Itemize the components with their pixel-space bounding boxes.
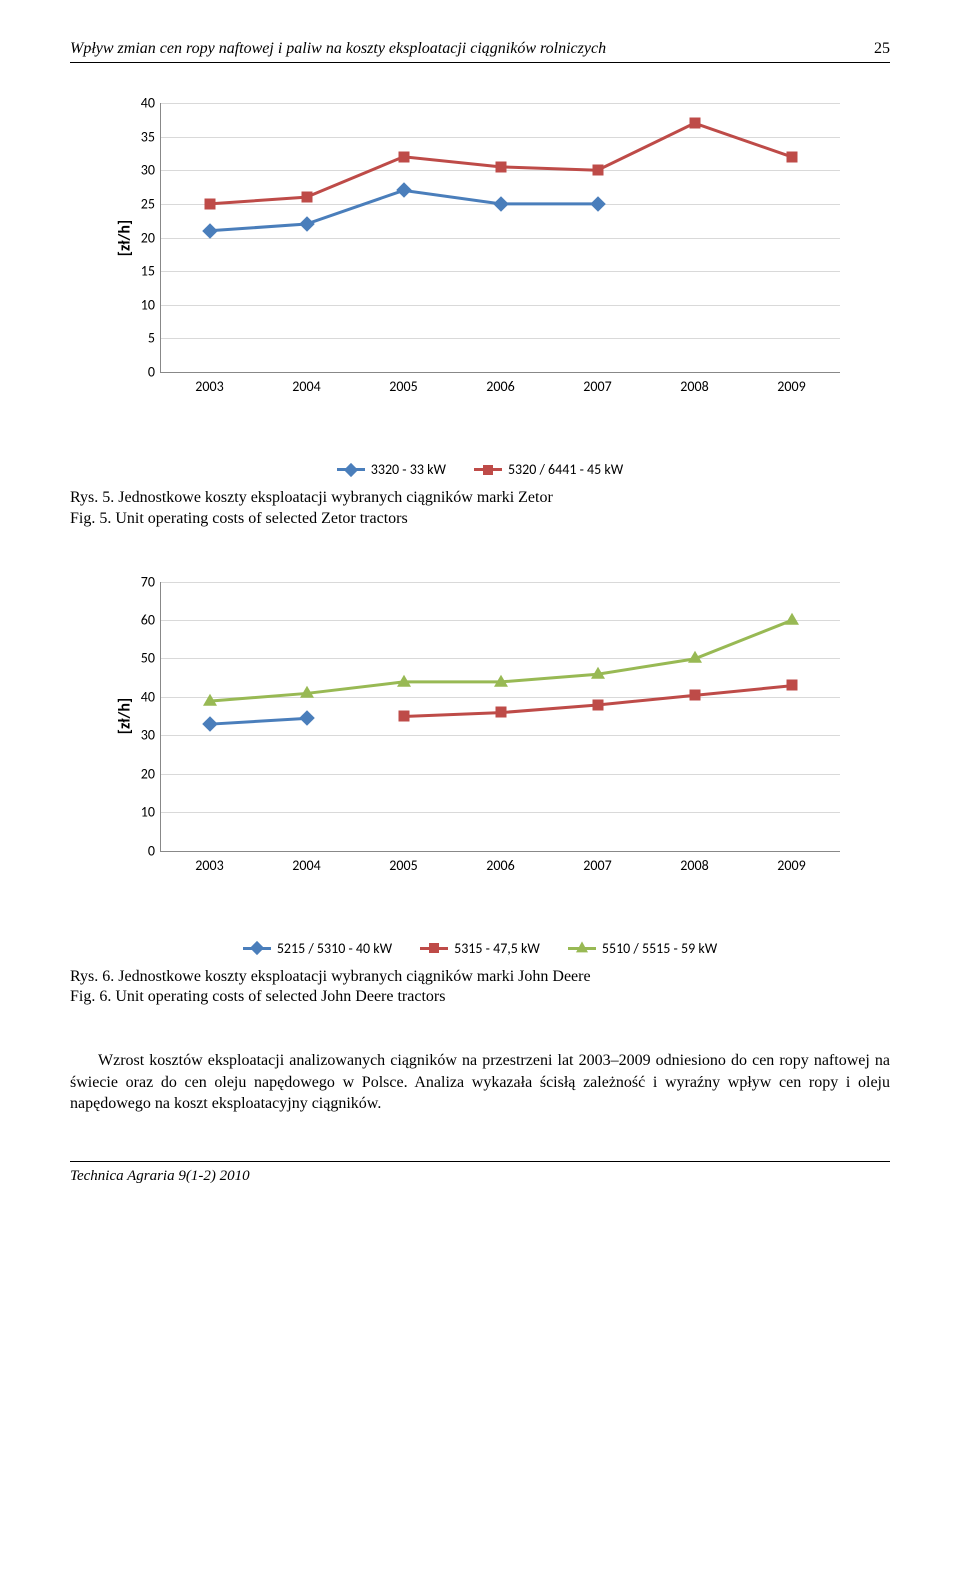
chart2-marker [689, 689, 700, 700]
chart2-marker [398, 711, 409, 722]
chart2-marker [786, 680, 797, 691]
chart2-legend-item: 5215 / 5310 - 40 kW [243, 940, 392, 957]
chart2-ytick: 30 [141, 727, 161, 744]
chart1-xtick: 2003 [195, 372, 223, 395]
chart2-ytick: 70 [141, 573, 161, 590]
footer-rule [70, 1161, 890, 1162]
chart2-xtick: 2004 [292, 851, 320, 874]
running-header: Wpływ zmian cen ropy naftowej i paliw na… [70, 40, 890, 58]
chart2-legend-label: 5215 / 5310 - 40 kW [277, 940, 392, 957]
chart2-ytick: 0 [148, 842, 161, 859]
chart2-marker [203, 694, 217, 706]
chart2-marker [495, 707, 506, 718]
chart-zetor: [zł/h] 0 5 10 15 20 25 30 35 40 2003 2004 2005 2006 2… [100, 93, 860, 478]
chart1-ytick: 5 [148, 330, 161, 347]
chart1-legend-label: 5320 / 6441 - 45 kW [508, 461, 623, 478]
chart2-xtick: 2007 [583, 851, 611, 874]
chart1-ytick: 15 [141, 263, 161, 280]
chart1-xtick: 2005 [389, 372, 417, 395]
caption2-line2: Fig. 6. Unit operating costs of selected… [70, 987, 890, 1008]
chart2-legend-label: 5315 - 47,5 kW [454, 940, 540, 957]
page-number: 25 [874, 40, 890, 58]
chart2-xtick: 2003 [195, 851, 223, 874]
chart1-ytick: 35 [141, 128, 161, 145]
caption1-line2: Fig. 5. Unit operating costs of selected… [70, 509, 890, 530]
chart2-xtick: 2005 [389, 851, 417, 874]
chart2-marker [494, 674, 508, 686]
body-paragraph: Wzrost kosztów eksploatacji analizowanyc… [70, 1050, 890, 1115]
chart2-ytick: 60 [141, 612, 161, 629]
chart2-ytick: 20 [141, 765, 161, 782]
chart2-legend-label: 5510 / 5515 - 59 kW [602, 940, 717, 957]
chart1-xtick: 2007 [583, 372, 611, 395]
chart2-xtick: 2006 [486, 851, 514, 874]
chart1-marker [592, 165, 603, 176]
chart2-legend-item: 5315 - 47,5 kW [420, 940, 540, 957]
chart2-legend: 5215 / 5310 - 40 kW 5315 - 47,5 kW 5510 / … [100, 940, 860, 957]
chart1-ytick: 25 [141, 195, 161, 212]
header-title: Wpływ zmian cen ropy naftowej i paliw na… [70, 40, 606, 58]
chart1-xtick: 2004 [292, 372, 320, 395]
chart1-marker [495, 161, 506, 172]
chart2-legend-item: 5510 / 5515 - 59 kW [568, 940, 717, 957]
chart1-marker [689, 118, 700, 129]
caption1-line1: Rys. 5. Jednostkowe koszty eksploatacji … [70, 488, 890, 509]
chart1-ytick: 10 [141, 296, 161, 313]
chart2-marker [397, 674, 411, 686]
chart1-legend-item: 3320 - 33 kW [337, 461, 446, 478]
chart2-ytick: 10 [141, 804, 161, 821]
chart1-ytick: 0 [148, 364, 161, 381]
caption-chart2: Rys. 6. Jednostkowe koszty eksploatacji … [70, 967, 890, 1009]
chart1-ytick: 30 [141, 162, 161, 179]
chart1-ytick: 20 [141, 229, 161, 246]
chart2-marker [785, 613, 799, 625]
chart1-xtick: 2006 [486, 372, 514, 395]
caption-chart1: Rys. 5. Jednostkowe koszty eksploatacji … [70, 488, 890, 530]
chart2-xtick: 2008 [680, 851, 708, 874]
chart2-marker [300, 686, 314, 698]
chart2-xtick: 2009 [777, 851, 805, 874]
chart1-ylabel: [zł/h] [116, 219, 135, 255]
chart1-xtick: 2008 [680, 372, 708, 395]
chart1-xtick: 2009 [777, 372, 805, 395]
chart2-marker [591, 667, 605, 679]
caption2-line1: Rys. 6. Jednostkowe koszty eksploatacji … [70, 967, 890, 988]
chart2-ytick: 40 [141, 688, 161, 705]
chart2-ylabel: [zł/h] [116, 698, 135, 734]
chart1-legend-item: 5320 / 6441 - 45 kW [474, 461, 623, 478]
chart1-ytick: 40 [141, 95, 161, 112]
chart1-legend-label: 3320 - 33 kW [371, 461, 446, 478]
chart2-marker [688, 651, 702, 663]
chart-john-deere: [zł/h] 0 10 20 30 40 50 60 70 2003 2004 2005 2006 20… [100, 572, 860, 957]
chart1-legend: 3320 - 33 kW 5320 / 6441 - 45 kW [100, 461, 860, 478]
chart1-marker [786, 151, 797, 162]
chart2-ytick: 50 [141, 650, 161, 667]
chart1-marker [398, 151, 409, 162]
footer-text: Technica Agraria 9(1-2) 2010 [70, 1168, 890, 1185]
chart1-marker [301, 192, 312, 203]
chart2-marker [592, 699, 603, 710]
header-rule [70, 62, 890, 63]
chart1-marker [204, 198, 215, 209]
